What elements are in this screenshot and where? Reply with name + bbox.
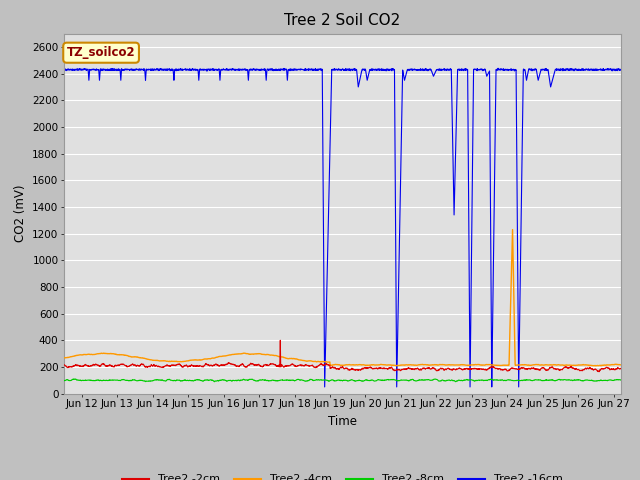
- Tree2 -2cm: [617, 365, 625, 371]
- Tree2 -2cm: [276, 337, 284, 343]
- Line: Tree2 -2cm: Tree2 -2cm: [64, 340, 621, 372]
- Tree2 -16cm: [321, 384, 328, 390]
- Tree2 -4cm: [124, 353, 131, 359]
- Tree2 -2cm: [546, 364, 554, 370]
- Tree2 -2cm: [274, 363, 282, 369]
- Tree2 -16cm: [157, 66, 164, 72]
- Tree2 -4cm: [509, 227, 516, 232]
- Tree2 -4cm: [617, 362, 625, 368]
- Tree2 -8cm: [298, 377, 306, 383]
- Tree2 -2cm: [595, 369, 603, 374]
- Tree2 -16cm: [60, 66, 68, 72]
- Tree2 -8cm: [60, 378, 68, 384]
- Tree2 -16cm: [547, 82, 554, 87]
- Tree2 -16cm: [606, 66, 614, 72]
- Tree2 -8cm: [617, 377, 625, 383]
- Tree2 -8cm: [274, 378, 282, 384]
- Line: Tree2 -8cm: Tree2 -8cm: [64, 379, 621, 382]
- Tree2 -16cm: [298, 67, 305, 72]
- Tree2 -2cm: [124, 363, 131, 369]
- Tree2 -8cm: [431, 376, 439, 382]
- Tree2 -16cm: [617, 67, 625, 73]
- Line: Tree2 -4cm: Tree2 -4cm: [64, 229, 621, 366]
- Tree2 -2cm: [606, 367, 614, 372]
- Text: TZ_soilco2: TZ_soilco2: [67, 46, 136, 59]
- Tree2 -8cm: [124, 377, 131, 383]
- Tree2 -2cm: [298, 363, 306, 369]
- Y-axis label: CO2 (mV): CO2 (mV): [13, 185, 27, 242]
- Tree2 -4cm: [592, 363, 600, 369]
- Tree2 -8cm: [211, 379, 218, 384]
- Legend: Tree2 -2cm, Tree2 -4cm, Tree2 -8cm, Tree2 -16cm: Tree2 -2cm, Tree2 -4cm, Tree2 -8cm, Tree…: [117, 470, 568, 480]
- Tree2 -4cm: [606, 362, 614, 368]
- Tree2 -16cm: [124, 66, 131, 72]
- Tree2 -16cm: [274, 67, 282, 72]
- Tree2 -4cm: [298, 357, 305, 363]
- Tree2 -4cm: [546, 362, 554, 368]
- Tree2 -2cm: [60, 362, 68, 368]
- Title: Tree 2 Soil CO2: Tree 2 Soil CO2: [284, 13, 401, 28]
- Tree2 -4cm: [60, 355, 68, 361]
- Tree2 -8cm: [547, 377, 554, 383]
- Tree2 -16cm: [494, 65, 502, 71]
- Tree2 -8cm: [157, 377, 164, 383]
- Tree2 -4cm: [274, 353, 282, 359]
- Line: Tree2 -16cm: Tree2 -16cm: [64, 68, 621, 387]
- Tree2 -2cm: [157, 364, 164, 370]
- Tree2 -4cm: [157, 358, 164, 364]
- X-axis label: Time: Time: [328, 415, 357, 428]
- Tree2 -8cm: [606, 377, 614, 383]
